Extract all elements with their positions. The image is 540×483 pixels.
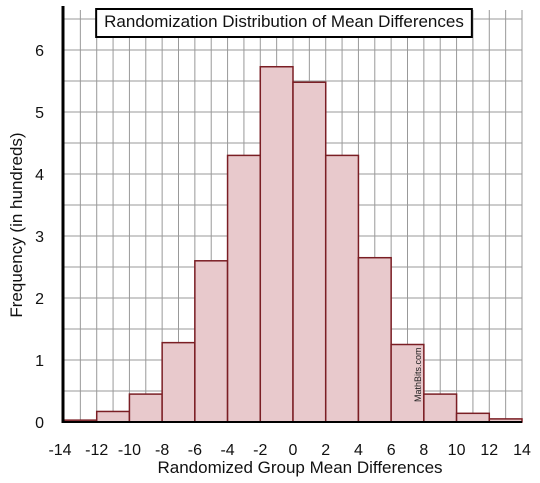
x-tick-label: 4 [354,442,363,459]
histogram-bar [390,343,425,423]
y-axis-title: Frequency (in hundreds) [7,132,26,317]
histogram-bar [292,81,327,423]
watermark: MathBits.com [413,347,423,402]
x-tick-label: -10 [118,442,141,459]
histogram-bar [226,154,262,423]
axes [61,6,522,423]
x-tick-label: 12 [480,442,498,459]
x-tick-label: 2 [321,442,330,459]
histogram-bar [455,412,491,423]
x-tick-label: -6 [188,442,202,459]
x-tick-label: -14 [48,442,71,459]
histogram-bar [95,410,131,423]
x-tick-label: 8 [419,442,428,459]
histogram-bar [357,256,392,423]
x-tick-label: -2 [253,442,267,459]
y-tick-label: 5 [35,105,44,122]
chart-title-box: Randomization Distribution of Mean Diffe… [95,8,473,38]
y-tick-label: 6 [35,43,44,60]
histogram-bar [423,393,458,423]
x-tick-label: -8 [155,442,169,459]
y-tick-label: 1 [35,353,44,370]
x-tick-labels: -14 -12 -10 -8 -6 -4 -2 0 2 4 6 8 10 12 14 [48,442,531,459]
histogram-bars [63,65,523,423]
x-axis-title: Randomized Group Mean Differences [157,458,442,477]
histogram-bar [259,65,294,423]
histogram-bar [161,341,196,423]
y-tick-label: 0 [35,415,44,432]
y-tick-label: 3 [35,229,44,246]
x-tick-label: -12 [85,442,108,459]
histogram-bar [128,393,163,423]
chart-title: Randomization Distribution of Mean Diffe… [104,12,464,31]
histogram-bar [194,260,229,423]
y-tick-label: 2 [35,291,44,308]
x-tick-label: 0 [289,442,298,459]
x-tick-label: 10 [448,442,466,459]
x-tick-label: 14 [513,442,531,459]
histogram-bar [324,154,360,423]
x-tick-label: 6 [387,442,396,459]
x-tick-label: -4 [220,442,234,459]
y-tick-labels: 0 1 2 3 4 5 6 [35,43,44,432]
y-tick-label: 4 [35,167,44,184]
